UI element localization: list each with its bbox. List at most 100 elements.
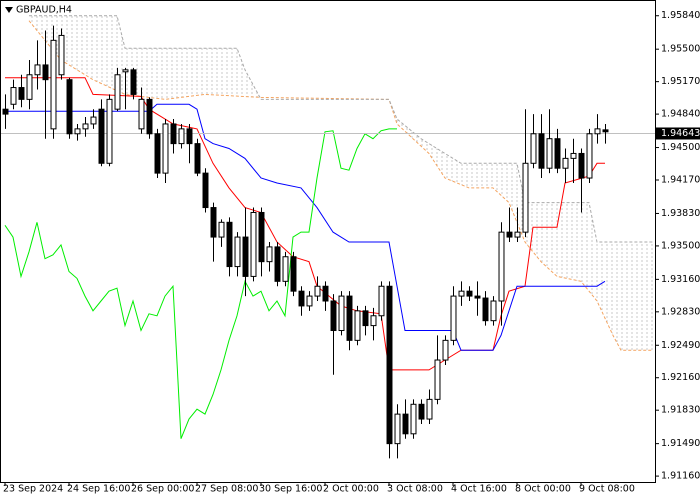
candle-body — [306, 295, 313, 307]
last-price-label: 1.94643 — [661, 128, 700, 139]
y-tick-label: 1.92490 — [661, 340, 700, 351]
candle-body — [570, 152, 577, 159]
candle-body — [146, 98, 153, 135]
candle-body — [474, 295, 481, 299]
y-tick-label: 1.91160 — [661, 471, 700, 482]
x-tick-label: 26 Sep 00:00 — [131, 484, 194, 495]
candle-body — [426, 398, 433, 420]
candle-body — [586, 133, 593, 179]
candle-body — [130, 69, 137, 95]
candle-body — [450, 295, 457, 341]
y-tick-label: 1.92160 — [661, 372, 700, 383]
x-tick-label: 27 Sep 08:00 — [195, 484, 258, 495]
last-price-box — [656, 127, 700, 140]
candle-body — [314, 285, 321, 297]
cloud-line — [29, 15, 653, 243]
y-tick-label: 1.91490 — [661, 438, 700, 449]
candle-body — [594, 128, 601, 135]
candle-body — [266, 246, 273, 263]
candle-body — [386, 285, 393, 445]
plot-frame — [0, 0, 656, 483]
y-tick-label: 1.94840 — [661, 109, 700, 120]
y-tick-label: 1.95840 — [661, 10, 700, 21]
candle-body — [354, 310, 361, 341]
candle-body — [66, 79, 73, 135]
y-tick-label: 1.94500 — [661, 142, 700, 153]
candle-body — [490, 300, 497, 322]
candle-body — [98, 108, 105, 164]
candle-body — [162, 123, 169, 174]
candle-body — [194, 143, 201, 174]
candle-body — [346, 295, 353, 341]
candle-body — [210, 207, 217, 238]
candle-body — [50, 39, 57, 130]
x-tick-label: 9 Oct 08:00 — [579, 484, 635, 495]
y-tick-label: 1.93160 — [661, 274, 700, 285]
candle-body — [394, 413, 401, 445]
candle-body — [330, 300, 337, 332]
cloud-fill — [29, 15, 653, 351]
y-tick-label: 1.93830 — [661, 208, 700, 219]
candle-body — [234, 236, 241, 268]
candle-body — [418, 403, 425, 420]
candle-body — [258, 211, 265, 263]
candle-body — [178, 128, 185, 145]
candle-body — [506, 231, 513, 238]
plot-area — [0, 15, 655, 459]
candle-body — [578, 152, 585, 179]
candle-body — [154, 133, 161, 174]
candle-body — [298, 290, 305, 307]
cloud-line — [28, 20, 653, 351]
candle-body — [498, 231, 505, 302]
x-tick-label: 2 Oct 00:00 — [323, 484, 379, 495]
candle-body — [562, 157, 569, 169]
candle-body — [290, 256, 297, 292]
candle-body — [602, 129, 609, 133]
x-tick-label: 23 Sep 2024 — [3, 484, 63, 495]
candle-body — [378, 285, 385, 317]
title-icon — [5, 7, 13, 13]
candle-body — [434, 359, 441, 400]
candle-body — [530, 133, 537, 164]
y-tick-label: 1.95170 — [661, 76, 700, 87]
candle-body — [226, 221, 233, 268]
candle-body — [202, 172, 209, 209]
x-tick-label: 8 Oct 00:00 — [515, 484, 571, 495]
candle-body — [170, 123, 177, 145]
y-tick-label: 1.93500 — [661, 240, 700, 251]
indicator-line — [5, 103, 606, 351]
y-tick-label: 1.92830 — [661, 306, 700, 317]
candle-body — [442, 339, 449, 361]
y-tick-label: 1.95500 — [661, 44, 700, 55]
candle-body — [546, 138, 553, 169]
candle-body — [114, 74, 121, 110]
candle-body — [26, 74, 33, 100]
candle-body — [186, 128, 193, 145]
candle-body — [522, 162, 529, 233]
candle-body — [370, 315, 377, 327]
x-tick-label: 3 Oct 08:00 — [387, 484, 443, 495]
x-tick-label: 30 Sep 16:00 — [259, 484, 322, 495]
candle-body — [362, 310, 369, 327]
candle-body — [18, 87, 25, 100]
x-tick-label: 4 Oct 16:00 — [451, 484, 507, 495]
candle-body — [458, 290, 465, 297]
candle-body — [42, 64, 49, 81]
candle-body — [90, 116, 97, 125]
candle-body — [58, 34, 65, 76]
candle-body — [322, 285, 329, 302]
x-tick-label: 24 Sep 16:00 — [67, 484, 130, 495]
candle-body — [2, 108, 9, 115]
candle-body — [402, 413, 409, 435]
candle-body — [34, 64, 41, 76]
candle-body — [74, 128, 81, 135]
candle-body — [138, 98, 145, 130]
candle-body — [250, 211, 257, 277]
candle-body — [466, 290, 473, 297]
candle-body — [82, 123, 89, 130]
candle-body — [242, 236, 249, 277]
indicator-line — [4, 128, 397, 439]
candle-body — [282, 256, 289, 282]
candle-body — [338, 295, 345, 332]
